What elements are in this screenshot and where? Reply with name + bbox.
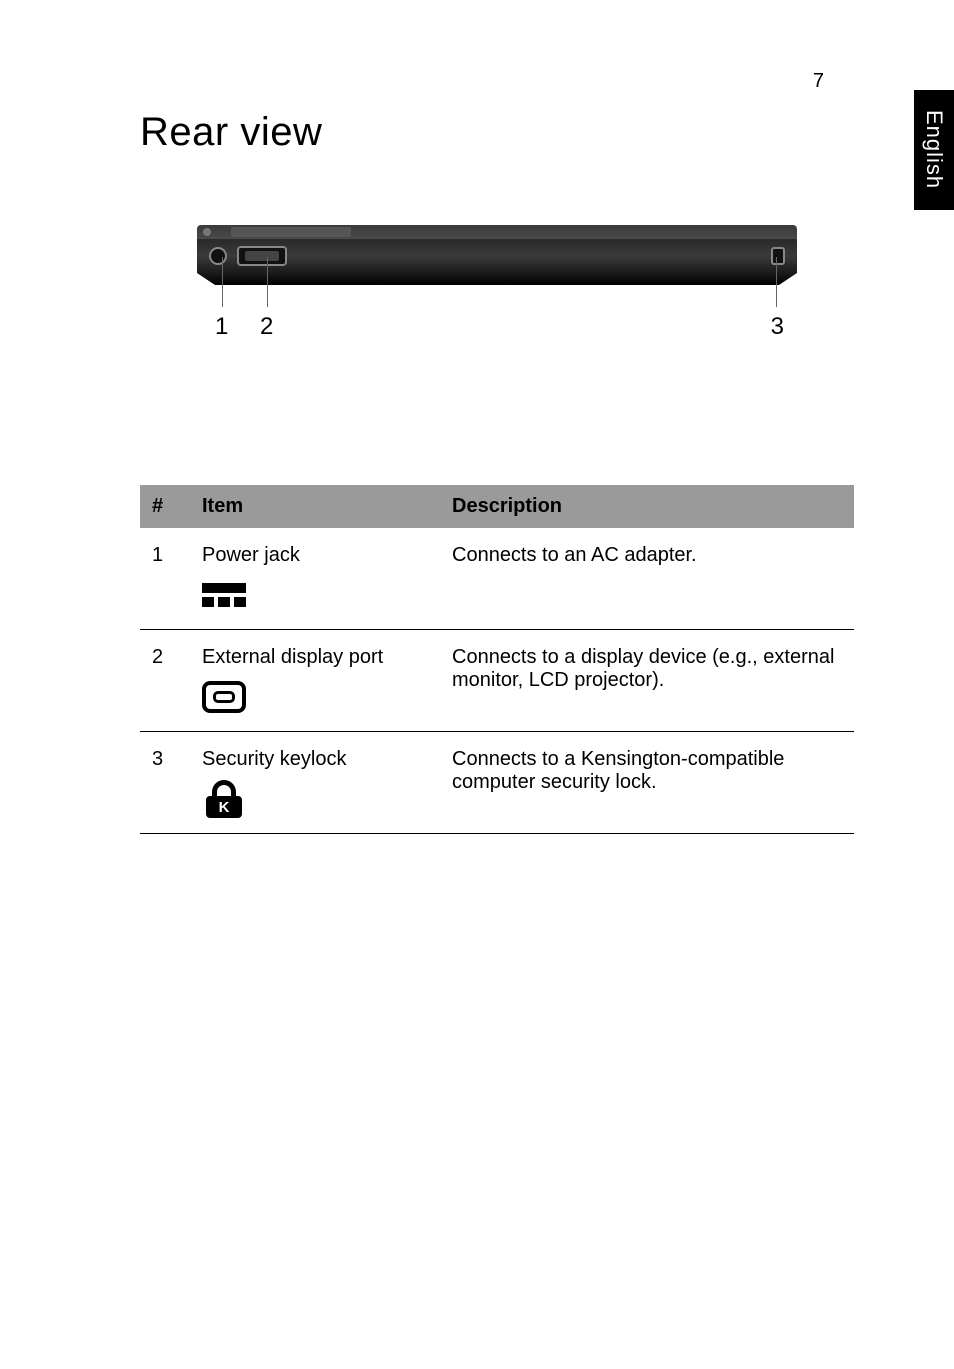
row-number: 2	[140, 630, 190, 732]
callout-line-3	[776, 257, 777, 307]
row-number: 1	[140, 528, 190, 630]
row-description: Connects to a Kensington-compatible comp…	[440, 732, 854, 834]
side-language-tab: English	[914, 90, 954, 210]
side-language-label: English	[921, 110, 947, 189]
display-port-icon	[202, 679, 246, 715]
security-lock-slot	[771, 247, 785, 265]
laptop-rear-illustration	[197, 225, 797, 285]
header-description: Description	[440, 485, 854, 528]
row-item: Power jack	[190, 528, 440, 630]
callout-number-3: 3	[771, 313, 784, 341]
laptop-bottom-edge	[197, 273, 797, 285]
row-item: Security keylock K	[190, 732, 440, 834]
callout-number-1: 1	[215, 313, 228, 341]
table-row: 1 Power jack Connects to an AC adapter.	[140, 528, 854, 630]
laptop-body-strip	[197, 239, 797, 273]
page: 7 English Rear view	[0, 0, 954, 1369]
power-jack-icon	[202, 577, 246, 613]
table-header-row: # Item Description	[140, 485, 854, 528]
header-number: #	[140, 485, 190, 528]
hinge-dot-left	[203, 228, 211, 236]
callout-line-2	[267, 257, 268, 307]
table-row: 2 External display port Connects to a di…	[140, 630, 854, 732]
external-display-port	[237, 246, 287, 266]
item-label: Security keylock	[202, 748, 428, 771]
item-label: External display port	[202, 646, 428, 669]
callout-number-2: 2	[260, 313, 273, 341]
row-description: Connects to an AC adapter.	[440, 528, 854, 630]
table-row: 3 Security keylock K Connects to a Kensi…	[140, 732, 854, 834]
callout-lines: 1 2 3	[197, 285, 797, 355]
callout-line-1	[222, 257, 223, 307]
page-number: 7	[813, 70, 824, 93]
power-jack-port	[209, 247, 227, 265]
row-item: External display port	[190, 630, 440, 732]
row-number: 3	[140, 732, 190, 834]
row-description: Connects to a display device (e.g., exte…	[440, 630, 854, 732]
item-label: Power jack	[202, 544, 428, 567]
specifications-table: # Item Description 1 Power jack	[140, 485, 854, 834]
rear-view-diagram: 1 2 3	[140, 225, 854, 355]
diagram-inner: 1 2 3	[197, 225, 797, 355]
laptop-top-strip	[197, 225, 797, 239]
header-item: Item	[190, 485, 440, 528]
vga-inner	[245, 251, 279, 261]
page-title: Rear view	[140, 110, 854, 155]
security-lock-icon: K	[202, 781, 246, 817]
lock-letter: K	[219, 799, 230, 816]
hinge-block	[231, 227, 351, 237]
